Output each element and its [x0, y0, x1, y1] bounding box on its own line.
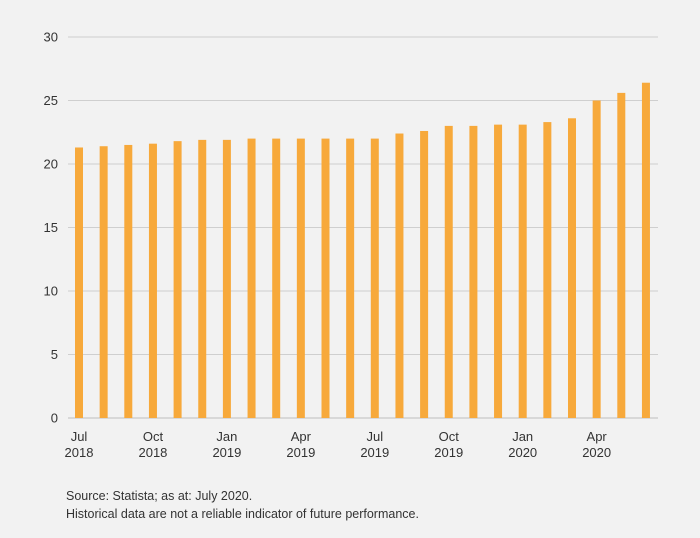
bar	[444, 125, 453, 419]
x-tick-label: Jul 2019	[360, 429, 389, 460]
x-axis-tick-labels: Jul 2018 Oct 2018 Jan 2019 Apr 2019 Jul 2019 Oct 20…	[65, 429, 612, 460]
source-note: Source: Statista; as at: July 2020. Hist…	[66, 487, 419, 523]
bar	[148, 143, 157, 418]
bar	[222, 139, 231, 418]
bar	[124, 144, 133, 418]
disclaimer-line: Historical data are not a reliable indic…	[66, 507, 419, 521]
x-tick-label: Oct 2018	[138, 429, 167, 460]
bar	[321, 138, 330, 418]
y-tick-label: 15	[44, 220, 58, 235]
bar	[568, 118, 576, 418]
bar	[247, 138, 256, 418]
source-line: Source: Statista; as at: July 2020.	[66, 489, 253, 503]
bar	[641, 82, 650, 418]
bar	[198, 139, 207, 418]
bar	[469, 125, 478, 419]
y-tick-label: 5	[51, 347, 58, 362]
bar	[346, 138, 355, 418]
x-tick-label: Jan 2020	[508, 429, 537, 460]
y-tick-label: 25	[44, 93, 58, 108]
y-tick-label: 20	[44, 157, 58, 172]
bar	[518, 124, 527, 418]
y-tick-label: 30	[44, 30, 58, 45]
bar	[296, 138, 305, 418]
bar	[272, 138, 281, 418]
bar	[617, 92, 626, 418]
x-tick-label: Apr 2020	[582, 429, 611, 460]
x-tick-label: Apr 2019	[286, 429, 315, 460]
bar-chart: 0 5 10 15 20 25 30 Jul 2018 Oct 2018 Jan 2019 Apr 201…	[44, 30, 658, 460]
y-tick-label: 0	[51, 411, 58, 426]
bar	[370, 138, 379, 418]
bars	[75, 82, 650, 419]
x-tick-label: Oct 2019	[434, 429, 463, 460]
x-tick-label: Jul 2018	[65, 429, 94, 460]
bar	[543, 122, 552, 418]
bar	[592, 100, 601, 418]
y-tick-label: 10	[44, 284, 58, 299]
bar	[99, 146, 108, 418]
bar	[395, 133, 404, 418]
x-tick-label: Jan 2019	[212, 429, 241, 460]
bar	[173, 141, 182, 418]
gridlines	[68, 36, 658, 419]
y-axis-tick-labels: 0 5 10 15 20 25 30	[44, 30, 58, 426]
bar	[420, 130, 429, 419]
bar	[494, 124, 503, 418]
bar	[75, 147, 83, 419]
